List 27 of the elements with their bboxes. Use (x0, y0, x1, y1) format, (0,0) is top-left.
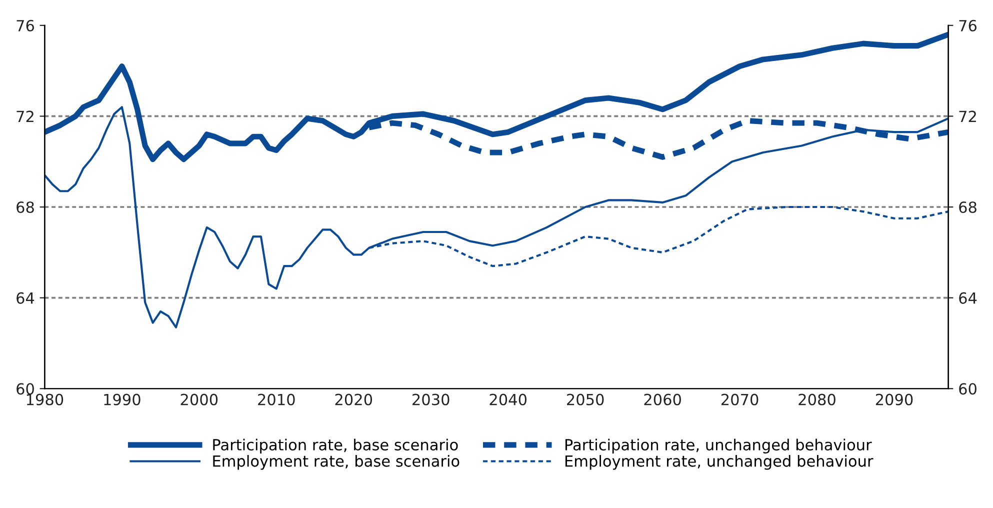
legend-label: Participation rate, base scenario (213, 438, 458, 454)
x-tick-label: 2060 (644, 394, 681, 406)
y2-tick-label: 64 (959, 292, 977, 304)
y-tick-label: 68 (16, 201, 34, 214)
y-tick-label: 72 (16, 110, 34, 122)
x-tick-label: 2080 (798, 394, 836, 406)
x-tick-label: 2070 (721, 394, 758, 406)
x-tick-label: 2020 (335, 394, 372, 406)
y2-tick-label: 76 (959, 20, 977, 32)
y2-tick-label: 72 (959, 110, 976, 122)
x-tick-label: 2040 (490, 394, 527, 406)
line-series (44, 106, 948, 328)
legend-label: Employment rate, unchanged behaviour (565, 455, 874, 470)
y-tick-label: 76 (16, 20, 34, 32)
x-tick-label: 1980 (26, 394, 64, 406)
y-tick-label: 64 (16, 292, 34, 304)
y2-tick-label: 68 (959, 201, 976, 214)
y2-tick-label: 60 (959, 383, 976, 395)
legend-label: Participation rate, unchanged behaviour (565, 438, 872, 454)
x-tick-label: 2050 (566, 394, 604, 406)
legend-label: Employment rate, base scenario (213, 455, 460, 470)
x-tick-label: 1990 (104, 394, 140, 406)
x-tick-label: 2010 (258, 394, 295, 406)
x-tick-label: 2090 (876, 394, 913, 406)
y-tick-label: 60 (16, 383, 34, 395)
x-tick-label: 2000 (180, 394, 218, 406)
x-tick-label: 2030 (412, 394, 450, 406)
